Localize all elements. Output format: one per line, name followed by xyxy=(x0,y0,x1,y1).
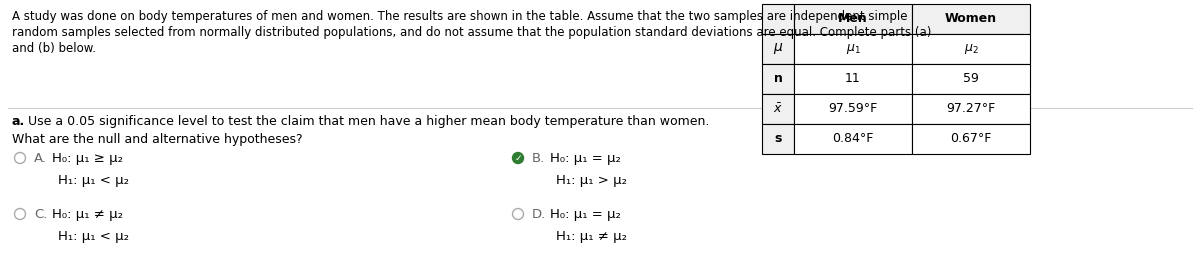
Bar xyxy=(762,94,794,124)
Text: A.: A. xyxy=(34,152,47,165)
Bar xyxy=(912,64,1030,94)
Bar xyxy=(762,64,794,94)
Text: $\mu_1$: $\mu_1$ xyxy=(846,42,860,56)
Bar xyxy=(912,34,1030,64)
Text: 0.67°F: 0.67°F xyxy=(950,133,991,146)
Bar xyxy=(912,94,1030,124)
Bar xyxy=(762,124,794,154)
Text: H₁: μ₁ > μ₂: H₁: μ₁ > μ₂ xyxy=(556,174,628,187)
Text: a.: a. xyxy=(12,115,25,128)
Text: B.: B. xyxy=(532,152,545,165)
Text: 97.59°F: 97.59°F xyxy=(828,102,877,115)
Text: 59: 59 xyxy=(964,73,979,85)
Bar xyxy=(794,124,912,154)
Text: 11: 11 xyxy=(845,73,860,85)
Text: 97.27°F: 97.27°F xyxy=(947,102,996,115)
Text: H₀: μ₁ = μ₂: H₀: μ₁ = μ₂ xyxy=(550,208,620,221)
Text: D.: D. xyxy=(532,208,546,221)
Text: Men: Men xyxy=(838,12,868,25)
Text: and (b) below.: and (b) below. xyxy=(12,42,96,55)
Text: random samples selected from normally distributed populations, and do not assume: random samples selected from normally di… xyxy=(12,26,931,39)
Bar xyxy=(794,34,912,64)
Text: H₁: μ₁ ≠ μ₂: H₁: μ₁ ≠ μ₂ xyxy=(556,230,628,243)
Text: C.: C. xyxy=(34,208,47,221)
Text: ✓: ✓ xyxy=(515,153,522,163)
Text: Women: Women xyxy=(944,12,997,25)
Text: H₀: μ₁ ≠ μ₂: H₀: μ₁ ≠ μ₂ xyxy=(52,208,124,221)
Bar xyxy=(912,4,1030,34)
Text: H₁: μ₁ < μ₂: H₁: μ₁ < μ₂ xyxy=(58,174,130,187)
Bar xyxy=(762,4,794,34)
Text: Use a 0.05 significance level to test the claim that men have a higher mean body: Use a 0.05 significance level to test th… xyxy=(24,115,709,128)
Text: H₀: μ₁ = μ₂: H₀: μ₁ = μ₂ xyxy=(550,152,620,165)
Text: A study was done on body temperatures of men and women. The results are shown in: A study was done on body temperatures of… xyxy=(12,10,907,23)
Bar xyxy=(794,94,912,124)
Bar xyxy=(912,124,1030,154)
Bar xyxy=(794,4,912,34)
Bar xyxy=(794,64,912,94)
Text: 0.84°F: 0.84°F xyxy=(833,133,874,146)
Text: $\mu_2$: $\mu_2$ xyxy=(964,42,978,56)
Text: n: n xyxy=(774,73,782,85)
Text: What are the null and alternative hypotheses?: What are the null and alternative hypoth… xyxy=(12,133,302,146)
Text: H₁: μ₁ < μ₂: H₁: μ₁ < μ₂ xyxy=(58,230,130,243)
Text: $\bar{x}$: $\bar{x}$ xyxy=(773,102,782,116)
Circle shape xyxy=(512,153,523,163)
Text: s: s xyxy=(774,133,781,146)
Text: $\mu$: $\mu$ xyxy=(773,41,784,56)
Text: H₀: μ₁ ≥ μ₂: H₀: μ₁ ≥ μ₂ xyxy=(52,152,124,165)
Bar xyxy=(762,34,794,64)
